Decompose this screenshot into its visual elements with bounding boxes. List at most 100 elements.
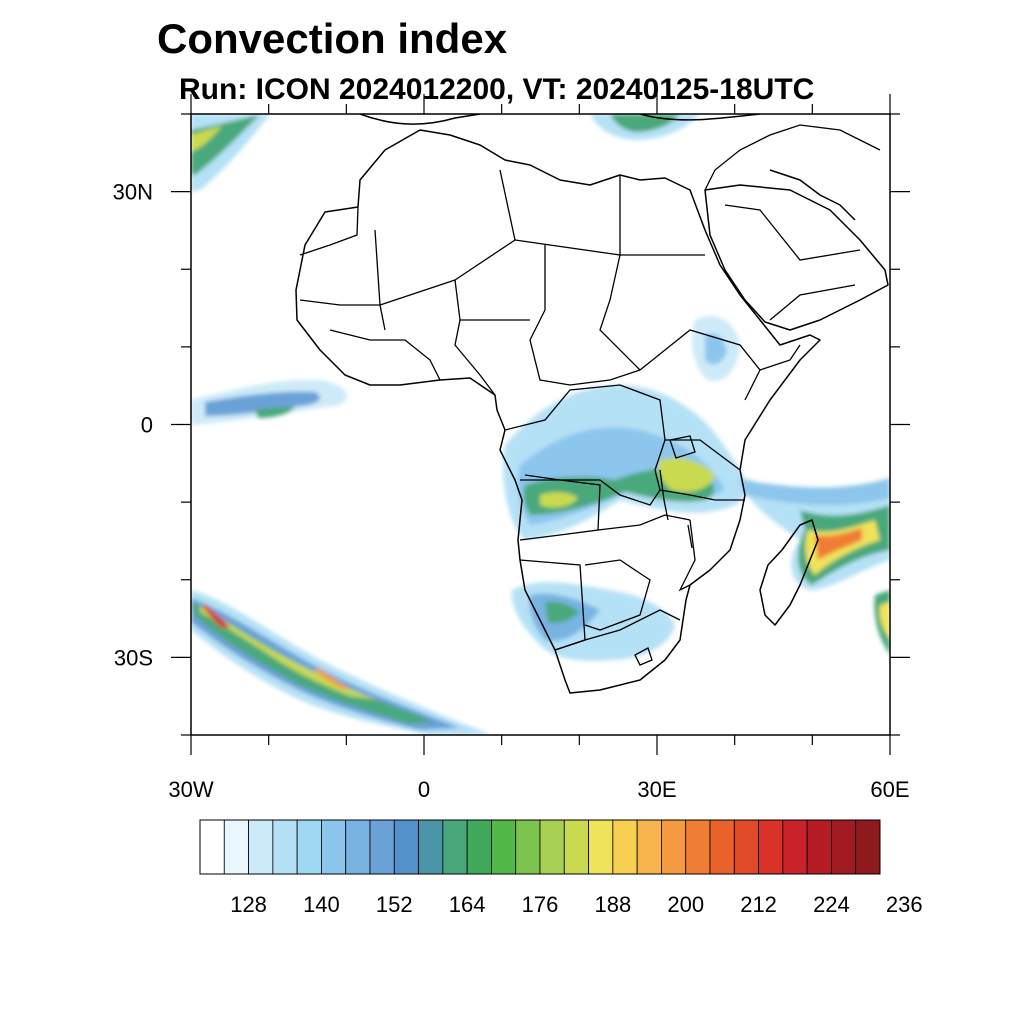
field-se-corner-yellow (879, 602, 890, 640)
colorbar-swatch (612, 819, 638, 875)
border-algeria-libya (454, 169, 516, 281)
lon-tick-label: 30W (168, 777, 213, 802)
lon-tick-label: 30E (637, 777, 676, 802)
colorbar-label: 176 (522, 892, 559, 917)
border-libya-egypt (514, 175, 621, 256)
colorbar-swatch (563, 819, 589, 875)
colorbar-label: 224 (813, 892, 850, 917)
lat-tick-label: 0 (141, 413, 153, 438)
colorbar-swatch (636, 819, 662, 875)
field-tanzania-yellow (658, 458, 715, 492)
colorbar-label: 152 (376, 892, 413, 917)
colorbar-swatch (369, 819, 395, 875)
border-mozambique (678, 519, 696, 592)
field-guinea-blue (205, 391, 320, 416)
coastlines (295, 114, 889, 694)
colorbar-swatch (393, 819, 419, 875)
chart-subtitle: Run: ICON 2024012200, VT: 20240125-18UTC (179, 73, 815, 106)
border-ethiopia (639, 329, 761, 401)
field-nw-green (191, 114, 260, 175)
lat-tick-label: 30N (113, 180, 153, 205)
colorbar-swatch (782, 819, 808, 875)
border-algeria-mali (374, 229, 456, 306)
colorbar-label: 128 (230, 892, 267, 917)
field-namibia-green (545, 601, 580, 624)
field-angola-yellow (540, 492, 578, 508)
border-drc (504, 384, 666, 506)
border-east-africa (665, 439, 741, 471)
border-levant (704, 134, 771, 191)
lon-tick-label: 0 (418, 777, 430, 802)
border-niger (454, 279, 530, 321)
border-west-africa (329, 329, 441, 381)
colorbar-label: 212 (740, 892, 777, 917)
colorbar-swatch (491, 819, 517, 875)
field-guinea-green (255, 407, 295, 418)
border-nigeria (454, 319, 496, 396)
border-iran (769, 124, 881, 151)
border-arabia-inner (724, 204, 861, 261)
colorbar-swatch (588, 819, 614, 875)
border-somalia (759, 344, 801, 371)
mediterranean-coast-north (359, 114, 481, 125)
field-sw-atlantic-mid (191, 598, 460, 730)
colorbar-swatch (855, 819, 881, 875)
lake-malawi (687, 524, 693, 549)
field-ethiopia-blue (705, 333, 727, 365)
colorbar-swatch (515, 819, 541, 875)
border-botswana (584, 559, 651, 631)
colorbar-swatch (831, 819, 857, 875)
border-south-africa (554, 609, 681, 651)
lon-tick-label: 60E (870, 777, 909, 802)
border-yemen (769, 284, 856, 321)
colorbar-label: 188 (594, 892, 631, 917)
arabia-coastline (704, 184, 889, 331)
border-car (529, 339, 641, 386)
colorbar-label: 140 (303, 892, 340, 917)
border-chad (529, 245, 546, 341)
colorbar-swatch (296, 819, 322, 875)
colorbar-swatch (685, 819, 711, 875)
border-tanzania (659, 489, 745, 501)
persian-gulf (769, 169, 856, 221)
border-angola (519, 479, 601, 541)
colorbar-swatch (223, 819, 249, 875)
colorbar-swatch (442, 819, 468, 875)
chart-title: Convection index (157, 15, 508, 62)
colorbar-label: 236 (886, 892, 923, 917)
field-sw-atlantic-outer (191, 590, 492, 735)
field-sw-atlantic-orange (314, 668, 352, 690)
colorbar-label: 200 (667, 892, 704, 917)
border-morocco (299, 206, 359, 256)
field-nw-yellow (191, 126, 222, 152)
colorbar-outline (199, 819, 881, 875)
lake-victoria (669, 435, 696, 459)
field-madagascar-orange (815, 528, 862, 560)
colorbar-swatch (733, 819, 759, 875)
colorbar-swatch (806, 819, 832, 875)
colorbar-swatch (199, 819, 225, 875)
colorbar-swatch (466, 819, 492, 875)
border-sudan (599, 254, 641, 371)
lat-tick-label: 30S (114, 645, 153, 670)
colorbar-swatch (539, 819, 565, 875)
colorbar-swatch (418, 819, 444, 875)
colorbar (199, 819, 881, 875)
border-mali-mauritania (299, 299, 386, 331)
border-lesotho (634, 647, 653, 666)
convection-field (191, 114, 890, 735)
colorbar-swatch (758, 819, 784, 875)
colorbar-swatch (345, 819, 371, 875)
turkey-coast (639, 114, 761, 121)
madagascar-coastline (759, 519, 819, 626)
colorbar-swatch (321, 819, 347, 875)
country-borders (299, 124, 881, 666)
colorbar-label: 164 (449, 892, 486, 917)
colorbar-swatch (248, 819, 274, 875)
border-zambia (597, 514, 691, 531)
colorbar-swatch (661, 819, 687, 875)
colorbar-swatch (709, 819, 735, 875)
lake-tanganyika (659, 469, 669, 521)
field-io-band (740, 478, 890, 506)
